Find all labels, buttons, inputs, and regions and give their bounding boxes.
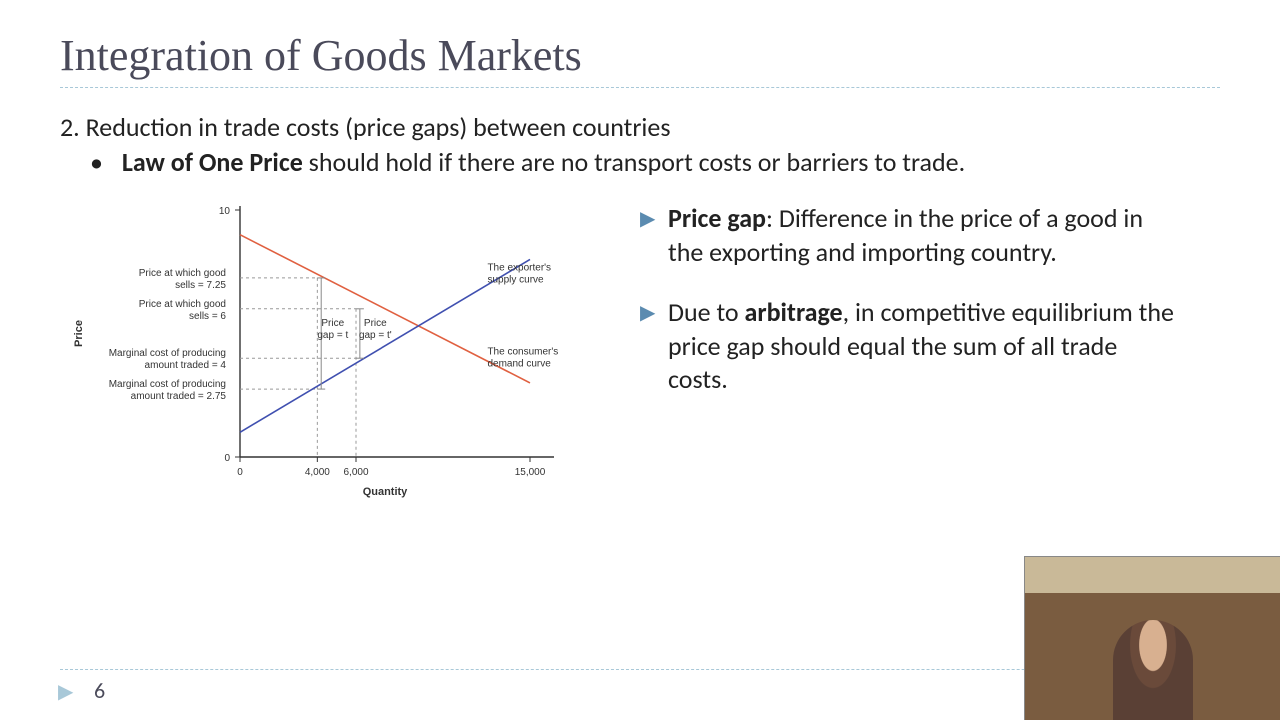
- right-bullet-1: ▶ Price gap: Difference in the price of …: [640, 202, 1220, 270]
- svg-text:supply curve: supply curve: [487, 275, 544, 286]
- svg-text:Price at which good: Price at which good: [139, 268, 226, 279]
- svg-text:gap = t': gap = t': [359, 330, 392, 341]
- page-number: 6: [94, 677, 105, 704]
- slide-title: Integration of Goods Markets: [60, 30, 1220, 81]
- price-gap-chart: 0 10 0 4,000 6,000 15,000 Quantity Price Price a…: [60, 192, 620, 502]
- svg-text:15,000: 15,000: [515, 467, 546, 478]
- arbitrage-pre: Due to: [668, 296, 745, 328]
- svg-text:10: 10: [219, 206, 231, 217]
- svg-text:amount traded = 2.75: amount traded = 2.75: [131, 391, 227, 402]
- price-gap-bold: Price gap: [668, 202, 766, 234]
- svg-text:gap = t: gap = t: [317, 330, 348, 341]
- svg-text:sells = 6: sells = 6: [189, 311, 226, 322]
- svg-text:Price: Price: [364, 318, 387, 329]
- bullet-dot: •: [90, 145, 116, 180]
- svg-text:Price: Price: [73, 320, 85, 347]
- law-rest: should hold if there are no transport co…: [303, 146, 965, 178]
- divider-top: [60, 87, 1220, 88]
- slide-nav-icon: ▶: [58, 679, 73, 704]
- slide-subtitle-block: 2. Reduction in trade costs (price gaps)…: [60, 110, 1220, 180]
- bullet-arrow-icon: ▶: [640, 296, 668, 397]
- subtitle-number: 2.: [60, 111, 80, 143]
- svg-text:0: 0: [237, 467, 243, 478]
- svg-text:Price at which good: Price at which good: [139, 299, 226, 310]
- bullet-arrow-icon: ▶: [640, 202, 668, 270]
- svg-text:sells = 7.25: sells = 7.25: [175, 280, 226, 291]
- svg-text:Price: Price: [321, 318, 344, 329]
- svg-text:4,000: 4,000: [305, 467, 330, 478]
- webcam-thumbnail: [1024, 556, 1280, 720]
- svg-text:6,000: 6,000: [343, 467, 368, 478]
- svg-text:The consumer's: The consumer's: [487, 347, 558, 358]
- svg-text:Marginal cost of producing: Marginal cost of producing: [109, 348, 226, 359]
- svg-text:0: 0: [224, 453, 230, 464]
- svg-text:Quantity: Quantity: [363, 486, 408, 498]
- svg-text:amount traded = 4: amount traded = 4: [145, 360, 227, 371]
- svg-text:Marginal cost of producing: Marginal cost of producing: [109, 379, 226, 390]
- right-bullet-2: ▶ Due to arbitrage, in competitive equil…: [640, 296, 1220, 397]
- subtitle-text: Reduction in trade costs (price gaps) be…: [86, 111, 671, 143]
- svg-text:demand curve: demand curve: [487, 359, 551, 370]
- arbitrage-bold: arbitrage: [745, 296, 843, 328]
- law-bold: Law of One Price: [122, 146, 303, 178]
- svg-text:The exporter's: The exporter's: [487, 263, 551, 274]
